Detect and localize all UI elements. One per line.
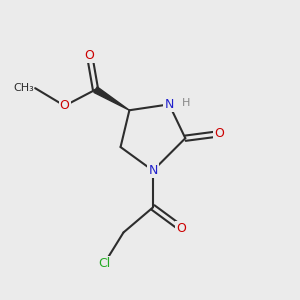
Text: O: O — [214, 127, 224, 140]
Text: O: O — [60, 99, 70, 112]
Polygon shape — [94, 87, 129, 110]
Text: N: N — [148, 164, 158, 177]
Text: CH₃: CH₃ — [13, 83, 34, 93]
Text: H: H — [182, 98, 190, 108]
Text: N: N — [164, 98, 174, 111]
Text: Cl: Cl — [98, 257, 110, 270]
Text: O: O — [176, 221, 186, 235]
Text: O: O — [85, 49, 94, 62]
